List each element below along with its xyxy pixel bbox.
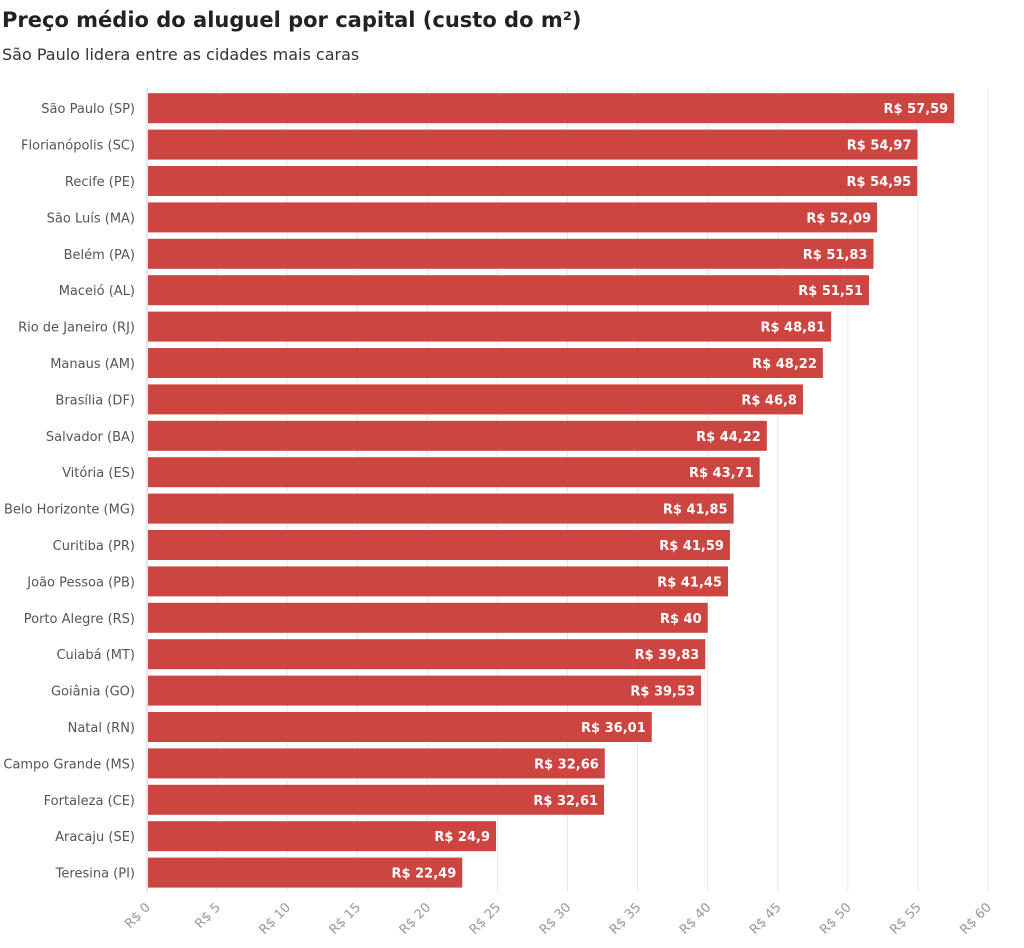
category-label: Campo Grande (MS) xyxy=(3,757,135,772)
x-tick-label: R$ 55 xyxy=(887,900,924,937)
category-label: Aracaju (SE) xyxy=(55,830,135,845)
data-label: R$ 41,59 xyxy=(659,539,724,554)
category-label: Belo Horizonte (MG) xyxy=(4,503,135,518)
category-label: Rio de Janeiro (RJ) xyxy=(18,321,135,336)
data-label: R$ 40 xyxy=(660,612,702,627)
category-label: João Pessoa (PB) xyxy=(26,575,135,590)
x-tick-label: R$ 0 xyxy=(122,900,154,932)
x-tick-label: R$ 25 xyxy=(467,900,504,937)
bar[interactable] xyxy=(148,675,702,706)
data-label: R$ 32,66 xyxy=(534,757,599,772)
data-label: R$ 54,95 xyxy=(847,175,912,190)
bar[interactable] xyxy=(148,530,730,560)
data-label: R$ 48,22 xyxy=(752,357,817,372)
category-label: Goiânia (GO) xyxy=(51,685,135,700)
data-label: R$ 41,85 xyxy=(663,503,728,518)
bar[interactable] xyxy=(148,93,955,124)
bar[interactable] xyxy=(148,821,497,852)
data-label: R$ 54,97 xyxy=(847,139,912,154)
bar[interactable] xyxy=(148,748,605,779)
data-label: R$ 52,09 xyxy=(806,211,871,226)
data-label: R$ 51,51 xyxy=(798,284,863,299)
data-label: R$ 57,59 xyxy=(884,102,949,117)
bar[interactable] xyxy=(148,712,652,742)
x-tick-label: R$ 60 xyxy=(957,900,994,937)
bar[interactable] xyxy=(148,566,728,597)
bar[interactable] xyxy=(148,639,706,670)
x-tick-label: R$ 45 xyxy=(747,900,784,937)
x-tick-label: R$ 20 xyxy=(397,900,434,937)
data-label: R$ 22,49 xyxy=(392,867,457,882)
bar[interactable] xyxy=(148,602,708,633)
category-label: São Paulo (SP) xyxy=(41,102,135,117)
category-label: Vitória (ES) xyxy=(62,466,135,481)
bar[interactable] xyxy=(148,784,605,815)
bar[interactable] xyxy=(148,238,874,269)
data-label: R$ 43,71 xyxy=(689,466,754,481)
bar[interactable] xyxy=(148,166,918,196)
category-label: Porto Alegre (RS) xyxy=(24,612,135,627)
category-label: São Luís (MA) xyxy=(47,211,135,226)
data-label: R$ 36,01 xyxy=(581,721,646,736)
category-label: Brasília (DF) xyxy=(55,393,135,408)
bar[interactable] xyxy=(148,493,734,524)
category-label: Manaus (AM) xyxy=(50,357,135,372)
category-label: Maceió (AL) xyxy=(59,284,135,299)
category-label: Florianópolis (SC) xyxy=(21,139,135,154)
chart-title: Preço médio do aluguel por capital (cust… xyxy=(2,8,582,32)
chart-subtitle: São Paulo lidera entre as cidades mais c… xyxy=(2,45,360,64)
x-tick-label: R$ 40 xyxy=(677,900,714,937)
data-label: R$ 48,81 xyxy=(760,321,825,336)
bar[interactable] xyxy=(148,384,803,415)
data-label: R$ 24,9 xyxy=(434,830,490,845)
bar[interactable] xyxy=(148,275,869,306)
x-tick-label: R$ 15 xyxy=(327,900,364,937)
data-label: R$ 51,83 xyxy=(803,248,868,263)
data-label: R$ 39,83 xyxy=(635,648,700,663)
category-label: Belém (PA) xyxy=(64,248,135,263)
data-label: R$ 46,8 xyxy=(741,393,797,408)
x-tick-label: R$ 30 xyxy=(537,900,574,937)
x-tick-label: R$ 10 xyxy=(257,900,294,937)
category-label: Recife (PE) xyxy=(65,175,135,190)
x-tick-label: R$ 50 xyxy=(817,900,854,937)
category-label: Teresina (PI) xyxy=(55,867,135,882)
data-label: R$ 44,22 xyxy=(696,430,761,445)
bar[interactable] xyxy=(148,202,878,233)
data-label: R$ 41,45 xyxy=(657,575,722,590)
bar[interactable] xyxy=(148,129,918,160)
bar[interactable] xyxy=(148,348,823,378)
x-tick-label: R$ 35 xyxy=(607,900,644,937)
bar[interactable] xyxy=(148,857,463,888)
data-label: R$ 32,61 xyxy=(533,794,598,809)
category-label: Curitiba (PR) xyxy=(53,539,135,554)
category-label: Natal (RN) xyxy=(68,721,135,736)
bar[interactable] xyxy=(148,311,832,342)
bar[interactable] xyxy=(148,420,767,451)
category-label: Cuiabá (MT) xyxy=(56,648,135,663)
x-tick-label: R$ 5 xyxy=(192,900,224,932)
bar[interactable] xyxy=(148,457,760,488)
data-label: R$ 39,53 xyxy=(630,685,695,700)
category-label: Salvador (BA) xyxy=(46,430,135,445)
category-label: Fortaleza (CE) xyxy=(44,794,135,809)
